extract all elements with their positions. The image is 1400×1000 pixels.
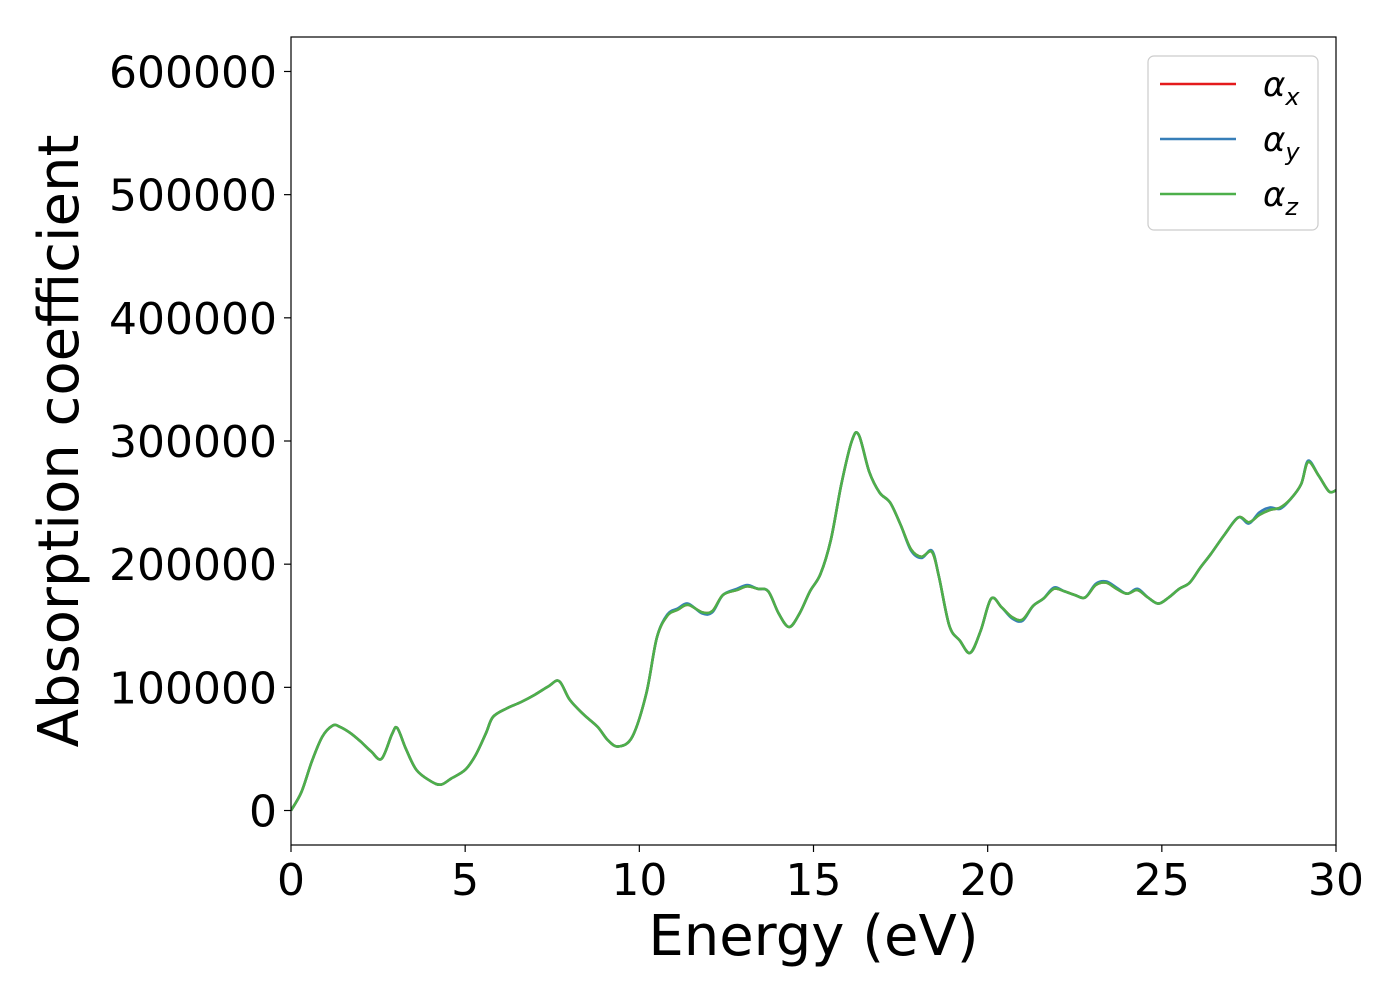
series-line-z (291, 431, 1336, 812)
legend-subscript: y (1284, 138, 1300, 166)
x-tick-label: 15 (786, 855, 842, 906)
legend-label: αx (1263, 65, 1300, 111)
y-tick-label: 0 (249, 787, 277, 838)
x-tick-label: 5 (451, 855, 479, 906)
y-tick-label: 500000 (109, 171, 277, 222)
plot-lines (291, 431, 1336, 812)
x-tick-label: 0 (277, 855, 305, 906)
legend-box (1147, 55, 1319, 231)
legend-subscript: x (1284, 83, 1300, 111)
y-tick-label: 300000 (109, 417, 277, 468)
x-axis-title: Energy (eV) (648, 904, 978, 969)
legend-symbol: α (1263, 65, 1285, 105)
series-line-y (291, 431, 1336, 812)
y-tick-label: 400000 (109, 294, 277, 345)
legend-label: αy (1263, 120, 1300, 166)
x-axis: 0 5 10 15 20 25 30 (277, 845, 1364, 906)
legend-symbol: α (1263, 175, 1285, 215)
x-tick-label: 30 (1308, 855, 1364, 906)
y-tick-label: 200000 (109, 540, 277, 591)
legend-subscript: z (1284, 193, 1299, 221)
y-tick-label: 100000 (109, 663, 277, 714)
legend-symbol: α (1263, 120, 1285, 160)
x-tick-label: 10 (611, 855, 667, 906)
series-line-x (291, 431, 1336, 812)
y-axis-title: Absorption coefficient (27, 135, 92, 748)
x-tick-label: 25 (1134, 855, 1190, 906)
x-tick-label: 20 (960, 855, 1016, 906)
y-axis: 0 100000 200000 300000 400000 500000 600000 (109, 47, 291, 838)
y-tick-label: 600000 (109, 47, 277, 98)
legend-label: αz (1263, 175, 1299, 221)
